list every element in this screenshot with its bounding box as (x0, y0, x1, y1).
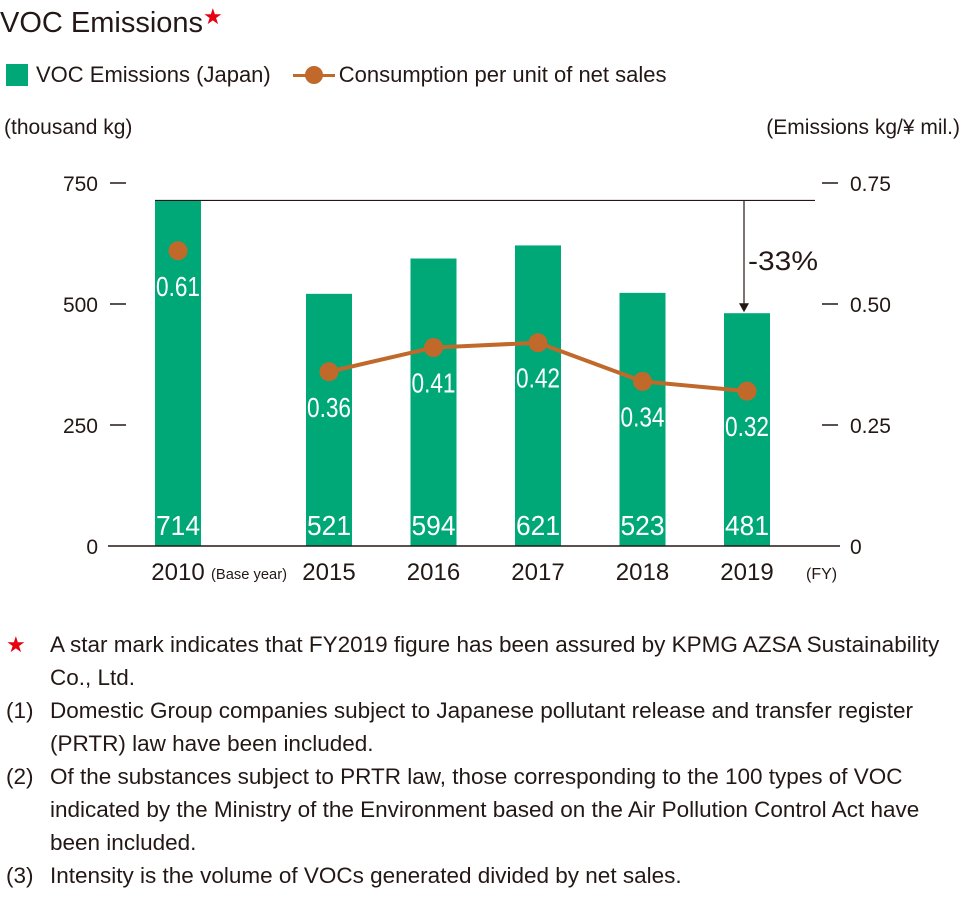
bar-2018 (619, 292, 666, 546)
y-tick-left-label: 500 (63, 294, 98, 317)
legend-line-label: Consumption per unit of net sales (338, 62, 667, 87)
intensity-value-label: 0.42 (516, 363, 560, 394)
y-axis-right-label: (Emissions kg/¥ mil.) (766, 116, 960, 139)
y-tick-left-label: 750 (63, 173, 98, 196)
intensity-value-label: 0.41 (412, 368, 456, 399)
footnote-text: Domestic Group companies subject to Japa… (50, 698, 913, 756)
bar-value-label: 594 (412, 510, 456, 541)
legend-bar-label: VOC Emissions (Japan) (36, 62, 271, 87)
intensity-point-2018 (633, 371, 652, 391)
x-category-label: 2018 (616, 559, 669, 586)
footnote-2: (2) Of the substances subject to PRTR la… (6, 760, 958, 859)
intensity-point-2010 (168, 241, 188, 261)
bar-2016 (410, 258, 457, 546)
x-category-label: 2015 (302, 559, 355, 586)
y-tick-left-label: 250 (63, 415, 98, 438)
intensity-value-label: 0.32 (725, 411, 769, 442)
x-category-label: 2019 (720, 559, 773, 586)
bar-value-label: 714 (156, 510, 200, 541)
legend-line-marker (292, 64, 335, 86)
intensity-value-label: 0.36 (307, 392, 351, 423)
assured-star-icon: ★ (203, 4, 223, 29)
intensity-point-2019 (737, 381, 757, 401)
bar-value-label: 521 (307, 510, 351, 541)
y-tick-right-label: 0.50 (850, 294, 891, 317)
x-category-label: 2010 (151, 559, 204, 586)
legend-bar-swatch (6, 64, 28, 86)
footnote-text: A star mark indicates that FY2019 figure… (50, 632, 940, 690)
y-tick-left-label: 0 (86, 536, 98, 559)
bar-value-label: 481 (725, 510, 769, 541)
intensity-point-2016 (424, 338, 443, 358)
y-axis-left-label: (thousand kg) (4, 116, 133, 139)
x-category-label: 2016 (407, 559, 460, 586)
chart-title: VOC Emissions★ (0, 0, 223, 40)
footnote-text: Intensity is the volume of VOCs generate… (50, 863, 682, 888)
voc-emissions-chart: 0 250 500 750 0 0.25 0.50 0.75 -33% 714 521 594 621 5… (63, 173, 891, 586)
intensity-value-label: 0.34 (621, 401, 665, 432)
reduction-arrow-head (739, 303, 749, 313)
footnote-text: Of the substances subject to PRTR law, t… (50, 764, 920, 855)
intensity-point-2015 (319, 362, 339, 382)
footnote-number: (3) (6, 863, 34, 888)
x-category-label: 2017 (511, 559, 564, 586)
intensity-point-2017 (528, 333, 548, 353)
footnote-number: (2) (6, 764, 34, 789)
footnote-star-icon: ★ (6, 632, 26, 657)
bar-2019 (724, 313, 770, 546)
reduction-percent-label: -33% (748, 246, 818, 276)
chart-title-text: VOC Emissions (0, 7, 204, 39)
footnotes: ★ A star mark indicates that FY2019 figu… (6, 628, 958, 892)
y-tick-right-label: 0.75 (850, 173, 891, 196)
bar-value-label: 621 (516, 510, 560, 541)
footnote-assurance: ★ A star mark indicates that FY2019 figu… (6, 628, 958, 694)
bar-2017 (515, 245, 561, 546)
intensity-value-label: 0.61 (156, 271, 200, 302)
x-axis-unit-label: (FY) (806, 566, 837, 583)
footnote-3: (3) Intensity is the volume of VOCs gene… (6, 859, 958, 892)
base-year-note: (Base year) (211, 566, 287, 583)
y-tick-right-label: 0 (850, 536, 862, 559)
legend: VOC Emissions (Japan) Consumption per un… (6, 60, 667, 90)
footnote-number: (1) (6, 698, 34, 723)
bar-2015 (306, 293, 352, 546)
y-tick-right-label: 0.25 (850, 415, 891, 438)
bar-value-label: 523 (621, 510, 665, 541)
footnote-1: (1) Domestic Group companies subject to … (6, 694, 958, 760)
